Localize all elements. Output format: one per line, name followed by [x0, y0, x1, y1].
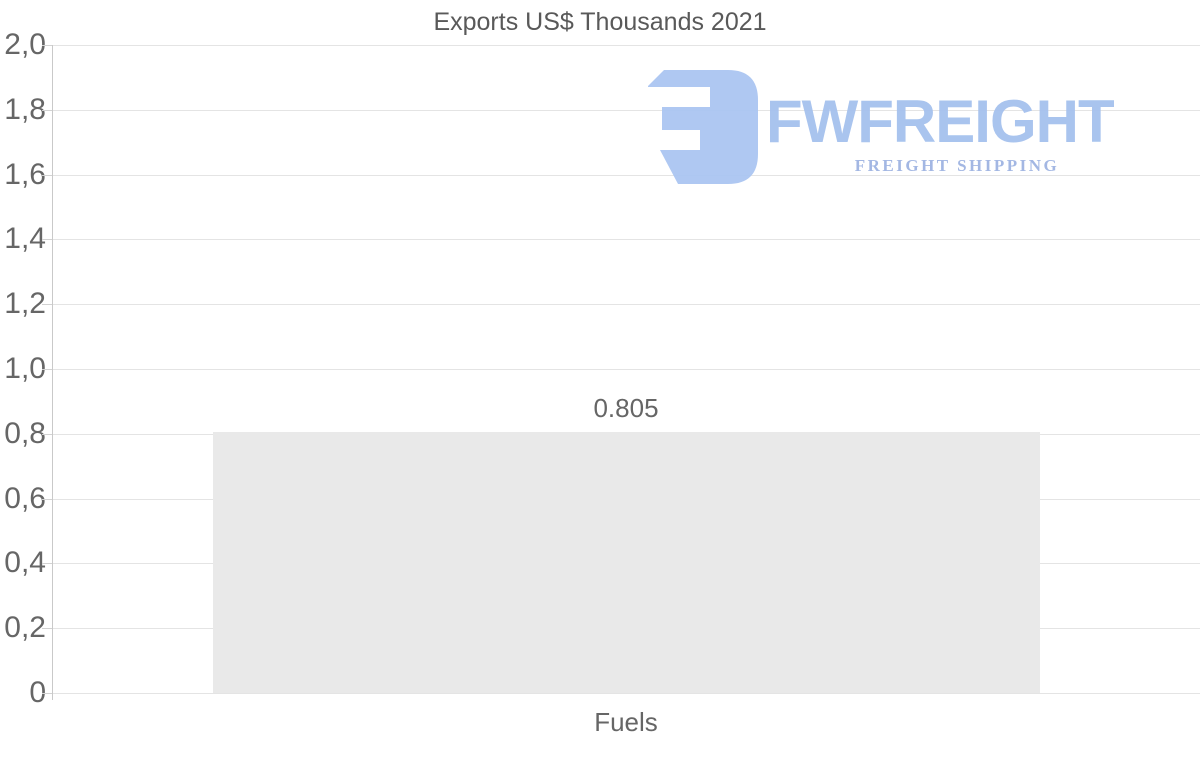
y-axis-tick	[42, 563, 52, 564]
brand-name: FWFREIGHT	[766, 88, 1115, 155]
gridline	[52, 175, 1200, 176]
x-axis-category-label: Fuels	[594, 707, 658, 737]
y-axis-tick-label: 1,0	[4, 352, 46, 385]
gridline	[52, 45, 1200, 46]
gridline	[52, 304, 1200, 305]
y-axis-tick-label: 0,8	[4, 417, 46, 450]
y-axis-tick	[42, 110, 52, 111]
y-axis-tick	[42, 499, 52, 500]
y-axis-tick	[42, 304, 52, 305]
y-axis-tick-label: 0,2	[4, 611, 46, 644]
y-axis-tick	[42, 175, 52, 176]
fwfreight-logo-icon	[648, 70, 758, 184]
y-axis-tick-label: 0,4	[4, 546, 46, 579]
bar-value-label: 0.805	[593, 393, 659, 423]
y-axis-tick-label: 2,0	[4, 28, 46, 61]
y-axis-tick-label: 1,4	[4, 222, 46, 255]
brand-watermark: FWFREIGHT FREIGHT SHIPPING	[648, 68, 1148, 188]
y-axis-tick	[42, 434, 52, 435]
y-axis-tick-label: 0	[29, 676, 46, 709]
y-axis-tick	[42, 369, 52, 370]
gridline	[52, 110, 1200, 111]
y-axis-tick-label: 1,8	[4, 93, 46, 126]
y-axis-tick	[42, 45, 52, 46]
y-axis-line	[52, 45, 53, 700]
gridline	[52, 239, 1200, 240]
y-axis-tick	[42, 239, 52, 240]
brand-tagline: FREIGHT SHIPPING	[854, 156, 1060, 175]
y-axis-tick-label: 1,2	[4, 287, 46, 320]
y-axis-tick	[42, 628, 52, 629]
y-axis-tick	[42, 693, 52, 694]
gridline	[52, 369, 1200, 370]
y-axis-tick-label: 1,6	[4, 158, 46, 191]
plot-area: 0.805 Fuels	[52, 45, 1200, 737]
y-axis-tick-label: 0,6	[4, 482, 46, 515]
gridline	[52, 693, 1200, 694]
bar-fuels	[213, 432, 1040, 693]
chart-title: Exports US$ Thousands 2021	[433, 8, 767, 36]
